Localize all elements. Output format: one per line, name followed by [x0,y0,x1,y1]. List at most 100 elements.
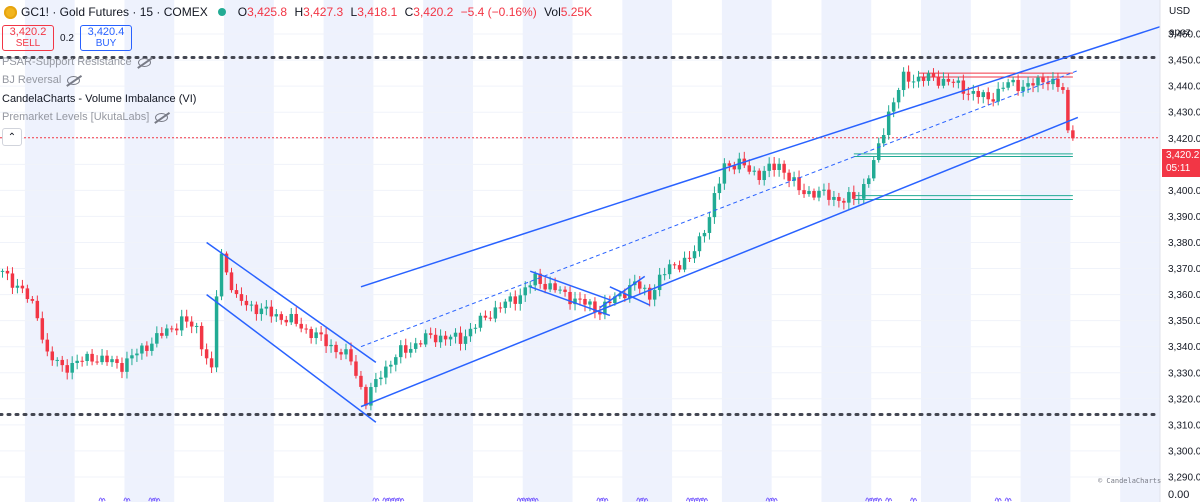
y-tick-label: 3,350.0 [1168,316,1200,327]
candle-body [1046,82,1050,85]
candle-body [717,183,722,194]
candle-body [1071,130,1075,139]
y-tick-label: 3,290.0 [1168,472,1200,483]
candle-body [503,301,508,308]
candle-body [871,160,876,179]
candle-body [508,296,513,302]
candle-body [608,301,612,304]
candle-body [672,264,677,266]
candle-body [901,71,906,91]
candle-body [468,328,473,337]
candle-body [50,351,55,361]
indicator-label: BJ Reversal [2,74,62,86]
candle-body [209,358,214,368]
volume-label: Vol [544,5,561,19]
candle-body [936,77,941,86]
eye-hidden-icon[interactable] [137,57,151,67]
candle-body [448,336,453,340]
candle-body [757,170,761,181]
candle-body [941,78,946,86]
indicator-premarket-levels[interactable]: Premarket Levels [UkutaLabs] [2,111,169,123]
candle-body [623,293,627,299]
open-label: O [237,5,248,19]
indicator-psar[interactable]: PSAR-Support Resistance [2,56,151,68]
candle-body [170,328,174,330]
indicator-bj-reversal[interactable]: BJ Reversal [2,74,81,86]
volume-imbalance-mark [531,497,539,502]
candle-body [832,196,836,200]
y-tick-label: 3,460.0 [1168,30,1200,41]
candle-body [588,301,592,305]
indicator-label: CandelaCharts - Volume Imbalance (VI) [2,93,197,105]
candle-body [299,323,303,329]
candle-body [384,366,388,378]
candle-body [269,306,274,317]
trendline-drawings[interactable] [206,20,1178,423]
sell-button[interactable]: 3,420.2 SELL [2,25,54,51]
candle-body [25,288,30,300]
eye-hidden-icon[interactable] [155,112,169,122]
candle-body [105,355,109,363]
candle-body [667,264,672,275]
trade-panel: 3,420.2 SELL 0.2 3,420.4 BUY [2,25,132,51]
candle-body [498,307,503,309]
candle-body [911,81,916,83]
volume-imbalance-mark [372,497,380,502]
trendline-channel-upper [360,20,1178,288]
candle-body [5,270,10,274]
candle-body [433,334,438,343]
candle-body [413,343,418,349]
candle-body [404,345,408,353]
candle-body [1021,86,1025,92]
candle-body [817,190,821,198]
market-open-dot-icon [217,8,226,16]
candle-body [259,308,264,315]
candle-body [204,349,209,359]
trendline-flag-upper [529,270,611,301]
candle-body [926,73,931,81]
candle-body [219,253,224,297]
candle-body [752,170,756,172]
candle-body [359,375,363,387]
candle-body [189,321,194,327]
currency-label[interactable]: USD [1169,6,1191,17]
candle-body [224,253,229,273]
candle-body [254,304,259,315]
candle-body [707,217,712,233]
candle-body [1036,77,1040,86]
collapse-legend-button[interactable]: ⌃ [2,128,22,146]
volume-imbalance-mark [601,497,609,502]
candle-body [1016,79,1020,92]
candle-body [15,285,20,288]
volume-imbalance-mark [397,497,405,502]
candle-body [722,163,727,184]
trendline-channel-lower [360,116,1079,408]
candle-body [638,281,642,289]
candle-body [179,316,184,331]
indicator-volume-imbalance[interactable]: CandelaCharts - Volume Imbalance (VI) [2,93,196,105]
bar-countdown: 05:11 [1166,163,1191,174]
candle-body [558,289,562,291]
eye-hidden-icon[interactable] [67,75,81,85]
candle-body [234,290,239,295]
candle-body [772,163,776,170]
symbol-title[interactable]: GC1! · Gold Futures · 15 · COMEX [21,5,208,19]
ohlc-readout: O3,425.8 H3,427.3 L3,418.1 C3,420.2 −5.4… [238,5,596,19]
buy-button[interactable]: 3,420.4 BUY [80,25,132,51]
volume-imbalance-mark [770,497,778,502]
candle-body [732,165,737,170]
candle-body [657,274,662,291]
candle-body [568,291,572,305]
chart-legend: GC1! · Gold Futures · 15 · COMEX O3,425.… [0,0,1160,160]
candle-body [1056,78,1060,88]
candle-body [1051,78,1055,85]
candle-body [364,386,368,406]
symbol-header[interactable]: GC1! · Gold Futures · 15 · COMEX O3,425.… [4,3,596,21]
candle-body [115,359,119,364]
candle-body [677,265,682,270]
price-axis[interactable]: 3,460.03,450.03,440.03,430.03,420.03,410… [1159,0,1200,502]
candle-body [827,189,831,200]
candle-body [174,328,179,331]
indicator-label: Premarket Levels [UkutaLabs] [2,111,150,123]
